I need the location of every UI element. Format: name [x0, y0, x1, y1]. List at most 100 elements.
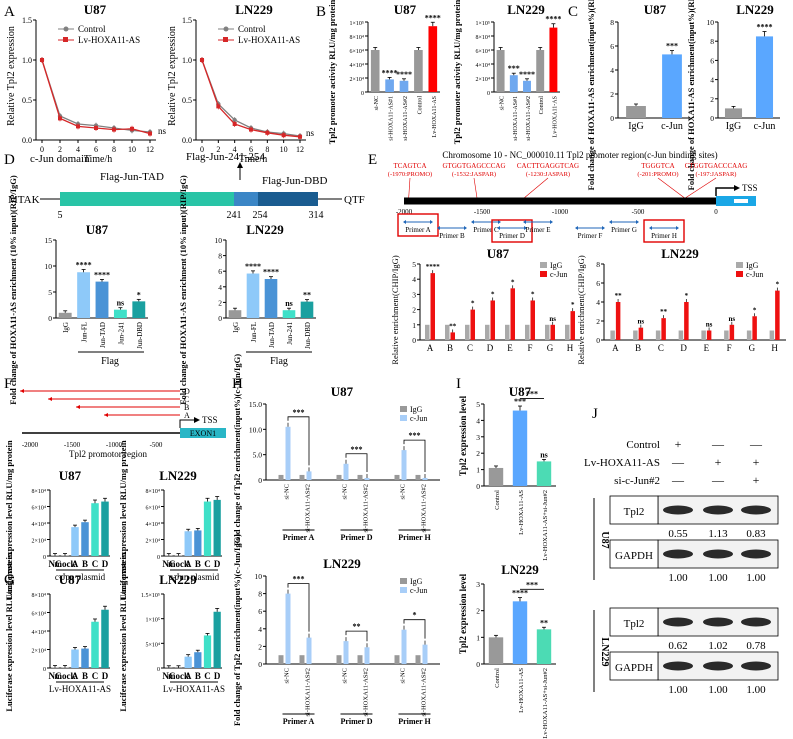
blot-band — [663, 617, 693, 627]
y-tick-label: 8×10⁴ — [146, 489, 160, 495]
panel-g-u87: U87 Luciferase expression level RLU/mg p… — [4, 552, 111, 712]
bar-igg — [425, 324, 430, 340]
y-tick-label: 1×10⁵ — [146, 618, 160, 624]
bar-cjun — [430, 273, 435, 340]
panel-label-G: G — [4, 572, 15, 588]
bar — [724, 108, 743, 118]
band-intensity: 0.78 — [746, 640, 766, 652]
y-tick-label: 6 — [258, 607, 262, 616]
bar — [385, 79, 394, 92]
bar-cjun — [752, 316, 757, 340]
category-label: Jun-DBD — [304, 322, 312, 349]
category-label: Lv-HOXA11-AS — [518, 490, 525, 535]
binding-site-leader — [657, 177, 685, 199]
y-tick-label: 0 — [258, 660, 262, 669]
primer-arrowhead — [497, 226, 500, 230]
significance-label: **** — [94, 270, 110, 279]
y-axis-label: Fold change of Tpl2 enrichment(input%)(c… — [232, 354, 242, 546]
bar-cjun — [343, 641, 349, 664]
significance-label: * — [413, 611, 417, 620]
y-tick-label: 8×10⁴ — [32, 593, 46, 599]
panel-label-D: D — [4, 152, 15, 168]
y-tick-label: 4 — [610, 66, 614, 75]
bar-igg — [465, 324, 470, 340]
significance-label: **** — [512, 589, 528, 598]
significance-bracket — [345, 630, 368, 642]
y-tick-label: 0 — [218, 314, 222, 323]
chart-title: U87 — [644, 2, 667, 17]
primer-highlight-box — [491, 219, 533, 243]
primer-label: Primer G — [611, 226, 637, 234]
category-label: mock — [168, 559, 189, 569]
category-label: si-HOXA11-AS#1 — [513, 96, 519, 141]
bar-cjun — [401, 629, 407, 664]
category-label: si-HOXA11-AS#2 — [363, 668, 370, 717]
axis-tick-label: -500 — [632, 208, 645, 216]
y-tick-label: 0 — [412, 336, 416, 345]
y-tick-label: 2 — [596, 317, 600, 326]
significance-label: *** — [514, 397, 526, 406]
bar — [71, 527, 79, 556]
bar — [95, 281, 109, 318]
bar-cjun — [470, 309, 475, 340]
category-label: si-HOXA11-AS#2 — [421, 668, 428, 717]
y-tick-label: 4×10⁴ — [350, 63, 364, 69]
y-tick-label: 1 — [412, 321, 416, 330]
pos-254: 254 — [253, 210, 268, 221]
category-label: si-HOXA11-AS#2 — [421, 484, 428, 533]
tss-label: TSS — [202, 415, 218, 425]
category-label: IgG — [628, 121, 644, 132]
panel-f-ln229: LN229 Luciferase expression level RLU/mg… — [118, 440, 222, 600]
panel-a-u87: U87 Relative Tpl2 expression 0.0 0.5 1.0 1.… — [6, 2, 167, 165]
blot-band — [703, 661, 733, 671]
exon1 — [180, 428, 226, 438]
y-tick-label: 6×10⁴ — [476, 49, 490, 55]
primer-arrowhead — [676, 226, 679, 230]
category-label: A — [72, 671, 79, 681]
significance-label: *** — [409, 431, 421, 440]
significance-label: **** — [425, 13, 441, 22]
significance-label: **** — [382, 68, 398, 77]
right-end-label: QTF — [344, 194, 365, 206]
bar-cjun — [306, 471, 312, 480]
significance-label: ns — [117, 299, 125, 308]
category-label: Jun-FL — [250, 322, 258, 342]
panel-i-u87: U87 Tpl2 expression level 0 1 2 3 4 5 Control *… — [458, 384, 556, 561]
bar-igg — [724, 330, 729, 340]
primer-arrowhead — [550, 220, 553, 224]
significance-label: * — [511, 278, 515, 286]
band-intensity: 0.83 — [746, 528, 766, 540]
panel-label-I: I — [456, 376, 461, 392]
bar-igg — [415, 474, 421, 480]
bar-igg — [565, 324, 570, 340]
category-label: Jun-TAD — [99, 322, 107, 348]
axis-tick-label: -1000 — [552, 208, 569, 216]
y-tick-label: 4 — [476, 416, 480, 425]
bar-igg — [655, 330, 661, 340]
binding-site-pos: (-201:PROMO) — [637, 171, 678, 178]
blot-band — [703, 549, 733, 559]
chart-title: U87 — [84, 2, 107, 17]
significance-label: * — [491, 290, 495, 298]
chart-title: LN229 — [323, 556, 361, 571]
bar-cjun — [450, 332, 455, 340]
binding-site-seq: CACTTGAGGTCAG — [517, 162, 579, 170]
panel-d-u87: U87 Fold change of HOXA11-AS enrichment … — [8, 175, 148, 405]
category-label: D — [487, 343, 494, 353]
category-label: E — [704, 343, 710, 353]
category-label: G — [749, 343, 756, 353]
band-intensity: 1.00 — [668, 572, 688, 584]
series-line-control — [201, 59, 301, 137]
ns-label: ns — [306, 128, 315, 138]
category-label: si-NC — [500, 96, 506, 110]
bar-igg — [525, 324, 530, 340]
y-tick-label: 8 — [596, 260, 600, 269]
x-tick-label: 2 — [58, 145, 62, 154]
band-intensity: 1.00 — [708, 572, 728, 584]
y-tick-label: 0.5 — [182, 96, 192, 105]
bar — [282, 310, 296, 318]
bar-cjun — [510, 288, 515, 340]
x-tick-label: 10 — [280, 145, 288, 154]
category-label: IgG — [232, 322, 240, 333]
category-label: si-HOXA11-AS#2 — [526, 96, 532, 141]
